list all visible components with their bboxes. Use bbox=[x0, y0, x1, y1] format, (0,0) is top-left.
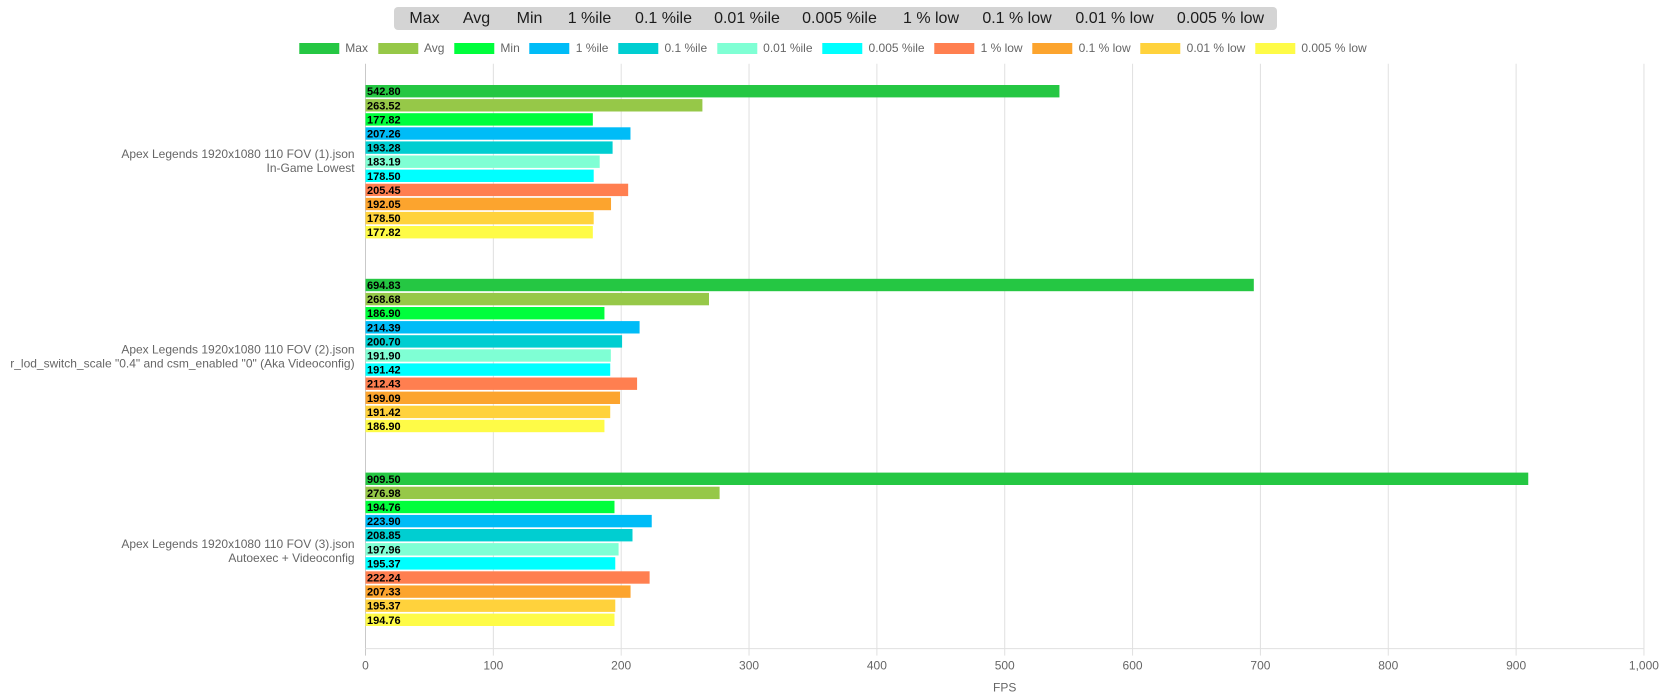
svg-text:542.80: 542.80 bbox=[367, 86, 401, 98]
svg-text:700: 700 bbox=[1250, 659, 1270, 673]
svg-text:500: 500 bbox=[995, 659, 1015, 673]
svg-text:178.50: 178.50 bbox=[367, 171, 401, 183]
svg-text:186.90: 186.90 bbox=[367, 421, 401, 433]
svg-text:186.90: 186.90 bbox=[367, 308, 401, 320]
svg-text:194.76: 194.76 bbox=[367, 615, 401, 627]
svg-text:177.82: 177.82 bbox=[367, 227, 401, 239]
svg-text:r_lod_switch_scale "0.4" and c: r_lod_switch_scale "0.4" and csm_enabled… bbox=[10, 356, 354, 370]
svg-text:268.68: 268.68 bbox=[367, 294, 401, 306]
svg-text:193.28: 193.28 bbox=[367, 143, 401, 155]
svg-text:1,000: 1,000 bbox=[1629, 659, 1659, 673]
svg-text:FPS: FPS bbox=[993, 681, 1016, 695]
svg-text:900: 900 bbox=[1506, 659, 1526, 673]
svg-text:Apex Legends 1920x1080 110 FOV: Apex Legends 1920x1080 110 FOV (3).json bbox=[121, 537, 354, 551]
svg-text:694.83: 694.83 bbox=[367, 280, 401, 292]
svg-text:191.42: 191.42 bbox=[367, 407, 401, 419]
svg-text:199.09: 199.09 bbox=[367, 393, 401, 405]
svg-text:178.50: 178.50 bbox=[367, 213, 401, 225]
svg-text:276.98: 276.98 bbox=[367, 488, 401, 500]
svg-text:223.90: 223.90 bbox=[367, 516, 401, 528]
svg-text:Apex Legends 1920x1080 110 FOV: Apex Legends 1920x1080 110 FOV (1).json bbox=[121, 147, 354, 161]
svg-text:191.90: 191.90 bbox=[367, 351, 401, 363]
svg-text:207.26: 207.26 bbox=[367, 129, 401, 141]
svg-text:207.33: 207.33 bbox=[367, 587, 401, 599]
svg-text:263.52: 263.52 bbox=[367, 100, 401, 112]
svg-text:222.24: 222.24 bbox=[367, 573, 402, 585]
svg-text:177.82: 177.82 bbox=[367, 114, 401, 126]
svg-text:In-Game Lowest: In-Game Lowest bbox=[267, 161, 356, 175]
svg-text:208.85: 208.85 bbox=[367, 530, 401, 542]
svg-text:192.05: 192.05 bbox=[367, 199, 401, 211]
svg-text:195.37: 195.37 bbox=[367, 601, 401, 613]
svg-text:200: 200 bbox=[611, 659, 631, 673]
svg-text:Apex Legends 1920x1080 110 FOV: Apex Legends 1920x1080 110 FOV (2).json bbox=[121, 342, 354, 356]
svg-text:800: 800 bbox=[1378, 659, 1398, 673]
svg-text:400: 400 bbox=[867, 659, 887, 673]
svg-text:212.43: 212.43 bbox=[367, 379, 401, 391]
svg-text:Autoexec + Videoconfig: Autoexec + Videoconfig bbox=[228, 551, 354, 565]
svg-text:197.96: 197.96 bbox=[367, 544, 401, 556]
svg-text:214.39: 214.39 bbox=[367, 322, 401, 334]
svg-text:909.50: 909.50 bbox=[367, 474, 401, 486]
svg-text:183.19: 183.19 bbox=[367, 157, 401, 169]
svg-text:195.37: 195.37 bbox=[367, 558, 401, 570]
svg-text:300: 300 bbox=[739, 659, 759, 673]
svg-text:600: 600 bbox=[1123, 659, 1143, 673]
svg-text:100: 100 bbox=[483, 659, 503, 673]
svg-text:191.42: 191.42 bbox=[367, 365, 401, 377]
svg-text:0: 0 bbox=[362, 659, 369, 673]
svg-text:200.70: 200.70 bbox=[367, 336, 401, 348]
svg-text:194.76: 194.76 bbox=[367, 502, 401, 514]
svg-text:205.45: 205.45 bbox=[367, 185, 401, 197]
